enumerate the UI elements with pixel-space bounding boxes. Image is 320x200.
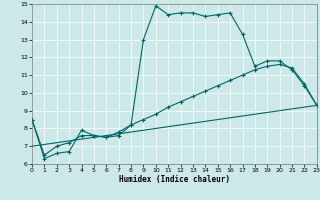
X-axis label: Humidex (Indice chaleur): Humidex (Indice chaleur) — [119, 175, 230, 184]
